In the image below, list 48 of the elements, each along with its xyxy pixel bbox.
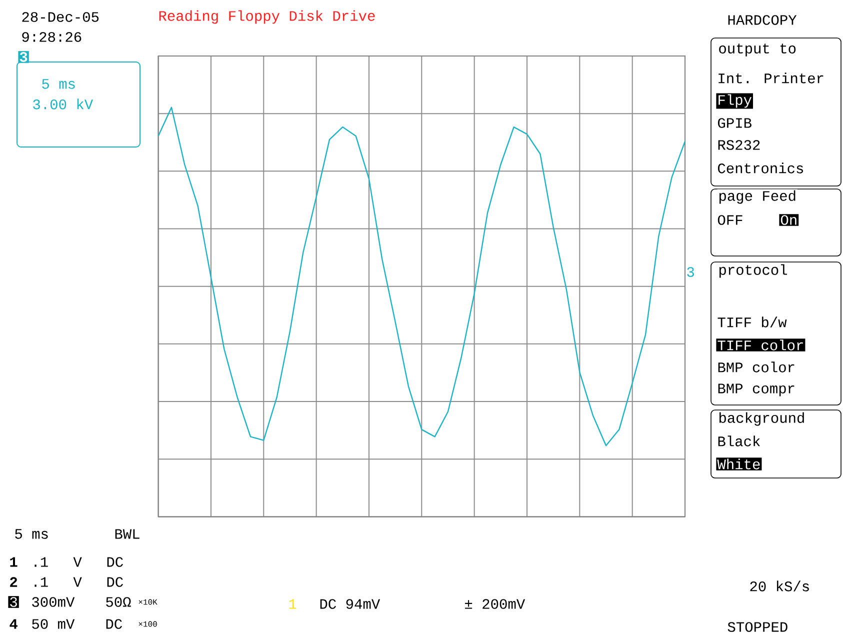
text: background (719, 412, 804, 426)
text: ± 200mV (465, 599, 526, 609)
text: DC (107, 557, 123, 567)
text: BMP compr (718, 384, 794, 396)
text: 20 kS/s (750, 580, 809, 592)
text: output to (719, 44, 796, 56)
text: 50Ω (106, 597, 131, 607)
text: 4 (10, 619, 18, 629)
text: .1 (34, 557, 48, 567)
text: DC (107, 577, 123, 587)
text: 28-Dec-05 (22, 12, 99, 22)
text: OFF (718, 215, 742, 225)
text: STOPPED (728, 622, 788, 632)
text: ×10K (138, 599, 158, 605)
text: 1 (289, 599, 296, 609)
text: BMP color (718, 362, 794, 372)
text: On (780, 215, 796, 225)
text: 9:28:26 (22, 32, 82, 42)
text: 1 (10, 557, 18, 567)
chart-title: Reading Floppy Disk Drive (159, 10, 375, 24)
text: protocol (719, 264, 788, 278)
text: BWL (115, 529, 140, 539)
text: Centronics (718, 162, 804, 174)
text: 5 ms (42, 79, 75, 89)
text: 5 ms (15, 529, 48, 539)
text: 3 (10, 597, 17, 607)
text: HARDCOPY (728, 15, 797, 25)
text: ×100 (138, 621, 157, 627)
text: 3.00 kV (33, 98, 94, 110)
text: White (717, 458, 760, 470)
text: 2 (10, 577, 18, 587)
text: 3 (687, 267, 694, 277)
text: 300mV (32, 597, 75, 607)
text: V (73, 577, 82, 587)
text: V (73, 557, 82, 567)
text: DC 94mV (320, 599, 380, 609)
text: TIFF b/w (718, 316, 787, 328)
text: Black (718, 436, 760, 446)
text: Int. Printer (718, 72, 824, 84)
text: .1 (34, 577, 48, 587)
text: GPIB (718, 118, 752, 128)
text: page Feed (719, 190, 796, 204)
text: 50 mV (32, 619, 75, 629)
text: DC (106, 619, 122, 629)
text: 3 (20, 52, 28, 62)
text: RS232 (718, 140, 760, 150)
text: TIFF color (718, 340, 803, 350)
text: Flpy (718, 94, 752, 108)
